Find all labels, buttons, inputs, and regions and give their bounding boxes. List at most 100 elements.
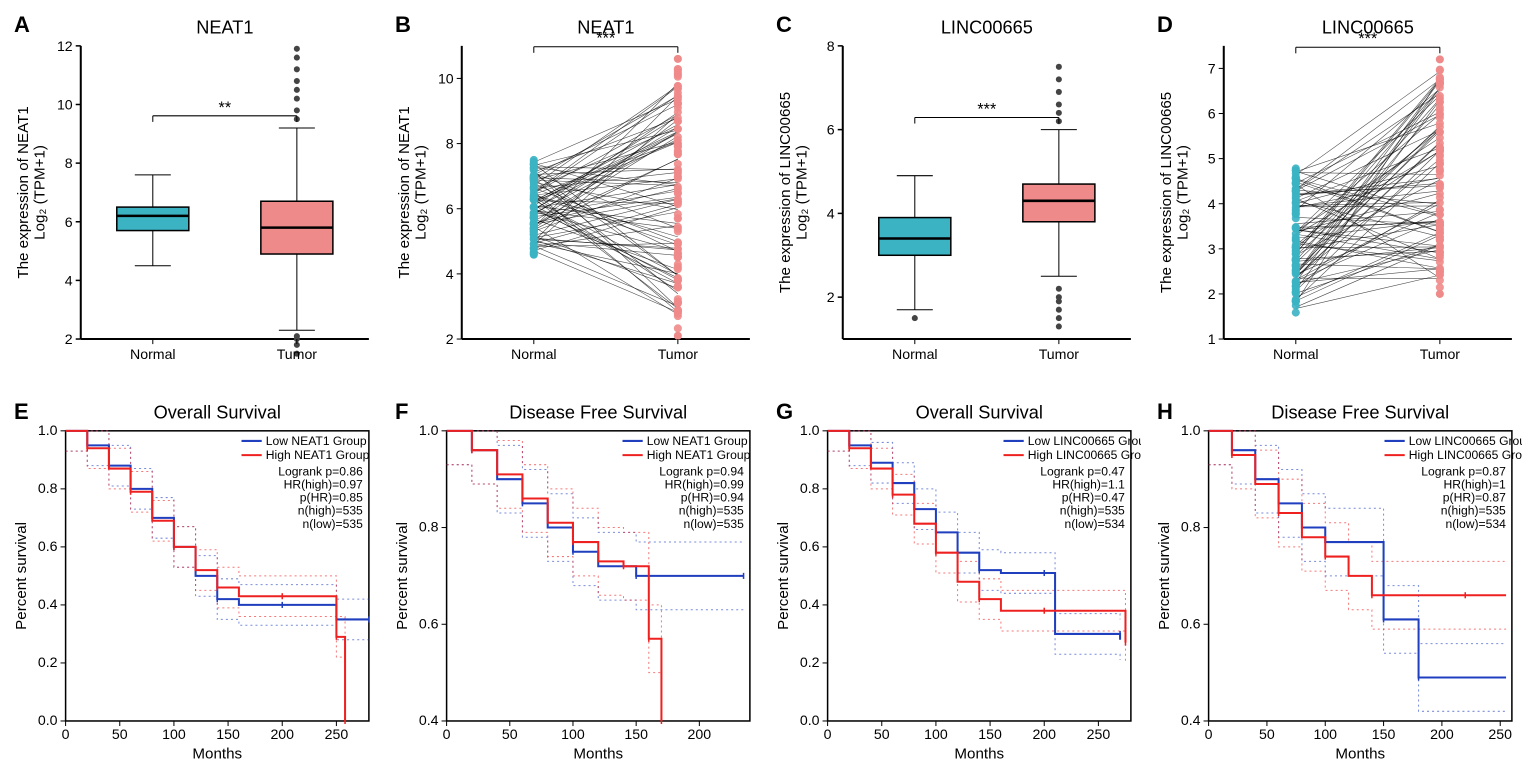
svg-text:8: 8 [827,38,835,54]
svg-text:1.0: 1.0 [1181,422,1201,438]
panel-E: E0501001502002500.00.20.40.60.81.0Overal… [10,397,379,772]
svg-text:150: 150 [978,726,1002,742]
panel-label: F [395,399,408,425]
panel-H: H0501001502002500.40.60.81.0Disease Free… [1153,397,1522,772]
svg-text:HR(high)=0.99: HR(high)=0.99 [665,477,744,491]
panel-label: A [14,12,30,38]
panel-label: H [1157,399,1173,425]
svg-text:6: 6 [1208,106,1216,122]
svg-text:NEAT1: NEAT1 [196,18,253,38]
svg-text:Low LINC00665 Group: Low LINC00665 Group [1028,434,1141,448]
svg-text:Logrank p=0.87: Logrank p=0.87 [1421,464,1506,478]
svg-text:2: 2 [65,331,73,347]
svg-text:0: 0 [824,726,832,742]
svg-text:Log₂ (TPM+1): Log₂ (TPM+1) [1174,145,1191,240]
svg-text:250: 250 [1087,726,1111,742]
svg-text:Overall Survival: Overall Survival [916,403,1043,423]
svg-text:6: 6 [65,214,73,230]
svg-text:Disease Free Survival: Disease Free Survival [509,403,687,423]
svg-text:10: 10 [57,97,73,113]
svg-text:200: 200 [688,726,712,742]
svg-text:50: 50 [502,726,518,742]
svg-text:Months: Months [1335,745,1385,762]
chart: 0501001502002500.00.20.40.60.81.0Overall… [10,397,379,772]
svg-text:n(high)=535: n(high)=535 [1441,504,1506,518]
svg-text:0.8: 0.8 [800,480,820,496]
svg-text:50: 50 [112,726,128,742]
svg-text:n(low)=535: n(low)=535 [302,517,363,531]
svg-text:0.2: 0.2 [38,654,58,670]
panel-label: C [776,12,792,38]
svg-text:High LINC00665 Group: High LINC00665 Group [1409,448,1522,462]
svg-text:3: 3 [1208,241,1216,257]
chart: 0501001502002500.00.20.40.60.81.0Overall… [772,397,1141,772]
svg-text:12: 12 [57,38,73,54]
svg-text:**: ** [219,99,232,117]
svg-text:100: 100 [561,726,585,742]
chart: 0501001502000.40.60.81.0Disease Free Sur… [391,397,760,772]
svg-text:6: 6 [446,201,454,217]
panel-F: F0501001502000.40.60.81.0Disease Free Su… [391,397,760,772]
svg-text:***: *** [977,100,997,118]
svg-text:The expression of LINC00665: The expression of LINC00665 [777,92,794,293]
panel-label: B [395,12,411,38]
chart: 0501001502002500.40.60.81.0Disease Free … [1153,397,1522,772]
svg-text:1: 1 [1208,331,1216,347]
svg-text:Percent survival: Percent survival [775,522,792,630]
svg-text:Log₂ (TPM+1): Log₂ (TPM+1) [412,145,429,240]
svg-text:HR(high)=1.1: HR(high)=1.1 [1052,477,1125,491]
svg-text:0.2: 0.2 [800,654,820,670]
svg-text:8: 8 [446,136,454,152]
svg-text:Logrank p=0.86: Logrank p=0.86 [278,464,363,478]
svg-text:n(low)=534: n(low)=534 [1064,517,1125,531]
chart: 246810NEAT1The expression of NEAT1Log₂ (… [391,10,760,385]
svg-text:250: 250 [1488,726,1512,742]
svg-text:Disease Free Survival: Disease Free Survival [1271,403,1449,423]
panel-label: D [1157,12,1173,38]
svg-text:1.0: 1.0 [800,422,820,438]
svg-text:200: 200 [1430,726,1454,742]
svg-text:n(high)=535: n(high)=535 [1060,504,1125,518]
svg-text:p(HR)=0.85: p(HR)=0.85 [300,491,363,505]
svg-text:n(high)=535: n(high)=535 [679,504,744,518]
svg-text:250: 250 [325,726,349,742]
svg-text:Months: Months [192,745,242,762]
svg-text:8: 8 [65,155,73,171]
svg-text:High LINC00665 Group: High LINC00665 Group [1028,448,1141,462]
svg-text:***: *** [1358,30,1378,48]
svg-text:0.4: 0.4 [800,596,820,612]
svg-text:***: *** [596,30,616,48]
svg-text:2: 2 [827,289,835,305]
svg-text:Months: Months [954,745,1004,762]
svg-text:Tumor: Tumor [277,346,318,362]
svg-text:Normal: Normal [511,346,557,362]
svg-text:Tumor: Tumor [658,346,699,362]
svg-text:50: 50 [1259,726,1275,742]
svg-text:150: 150 [1372,726,1396,742]
svg-text:4: 4 [827,205,835,221]
svg-text:Normal: Normal [1273,346,1319,362]
svg-text:7: 7 [1208,60,1216,76]
svg-text:Normal: Normal [130,346,176,362]
svg-text:Percent survival: Percent survival [1156,522,1173,630]
svg-text:Low NEAT1 Group: Low NEAT1 Group [266,434,367,448]
svg-text:0.4: 0.4 [419,712,439,728]
panel-label: E [14,399,29,425]
svg-text:n(low)=535: n(low)=535 [683,517,744,531]
svg-text:Percent survival: Percent survival [394,522,411,630]
svg-text:6: 6 [827,122,835,138]
svg-text:100: 100 [162,726,186,742]
chart: 24681012NEAT1The expression of NEAT1Log₂… [10,10,379,385]
panel-C: C2468LINC00665The expression of LINC0066… [772,10,1141,385]
svg-text:Logrank p=0.94: Logrank p=0.94 [659,464,744,478]
svg-text:100: 100 [924,726,948,742]
svg-text:2: 2 [1208,286,1216,302]
svg-text:4: 4 [65,272,73,288]
svg-text:Tumor: Tumor [1039,346,1080,362]
svg-text:Low LINC00665 Group: Low LINC00665 Group [1409,434,1522,448]
svg-text:p(HR)=0.47: p(HR)=0.47 [1062,491,1125,505]
svg-text:0: 0 [62,726,70,742]
svg-text:0.8: 0.8 [419,519,439,535]
svg-text:5: 5 [1208,151,1216,167]
svg-text:0.8: 0.8 [38,480,58,496]
